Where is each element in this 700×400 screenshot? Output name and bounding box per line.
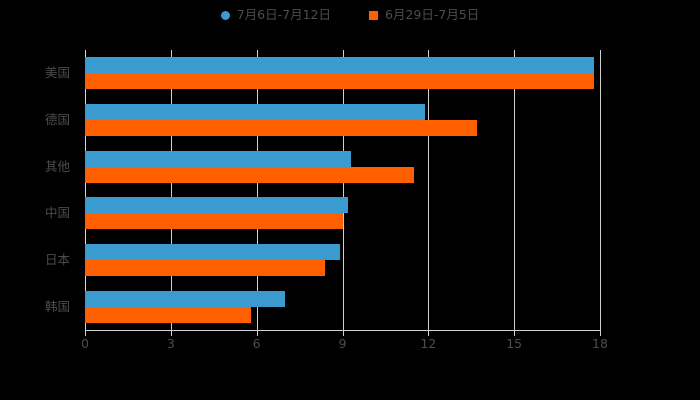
bar[interactable]: [85, 290, 286, 307]
gridline-18: [600, 50, 601, 330]
x-axis-tick: [428, 330, 430, 336]
bar-group: [85, 244, 600, 276]
bar-group: [85, 290, 600, 323]
x-axis-label: 12: [420, 336, 437, 351]
bar[interactable]: [85, 104, 426, 120]
x-axis-tick: [600, 330, 601, 336]
legend-item-series-0[interactable]: 7月6日-7月12日: [220, 6, 331, 22]
x-axis-tick: [256, 330, 258, 336]
x-axis-label: 6: [252, 336, 261, 351]
x-axis-label: 3: [166, 336, 175, 351]
gridline-9: [342, 50, 344, 330]
bar-group: [85, 150, 600, 183]
legend-label-series-0: 7月6日-7月12日: [236, 6, 331, 22]
gridline-15: [514, 50, 516, 330]
square-marker-icon: [369, 10, 378, 20]
bar[interactable]: [85, 213, 343, 230]
x-axis-tick: [342, 330, 344, 336]
bar-group: [85, 57, 600, 90]
legend-label-series-1: 6月29日-7月5日: [385, 6, 480, 22]
gridline-3: [170, 50, 172, 330]
bar[interactable]: [85, 120, 477, 136]
x-axis-tick: [85, 330, 86, 336]
bar[interactable]: [85, 260, 326, 276]
x-axis-label: 0: [81, 336, 89, 351]
bar[interactable]: [85, 150, 352, 167]
gridline-0: [85, 50, 86, 330]
bar[interactable]: [85, 244, 340, 260]
y-axis-label: 中国: [44, 205, 70, 221]
circle-marker-icon: [220, 10, 230, 20]
y-axis-label: 德国: [44, 111, 70, 127]
bar-group: [85, 104, 600, 136]
x-axis-tick: [170, 330, 172, 336]
y-axis-label: 日本: [44, 251, 70, 267]
chart-legend: 7月6日-7月12日 6月29日-7月5日: [0, 0, 700, 30]
bar-group: [85, 197, 600, 230]
gridline-12: [428, 50, 430, 330]
y-axis-label: 韩国: [44, 298, 70, 314]
plot-area: [85, 50, 601, 330]
bar[interactable]: [85, 306, 251, 323]
x-axis-label: 18: [592, 336, 608, 351]
gridline-6: [256, 50, 258, 330]
x-axis-tick: [514, 330, 516, 336]
y-axis-labels: 美国德国其他中国日本韩国: [0, 50, 78, 330]
x-axis-label: 9: [338, 336, 347, 351]
y-axis-label: 其他: [44, 158, 70, 174]
bar[interactable]: [85, 73, 595, 90]
bar[interactable]: [85, 57, 595, 74]
x-axis-label: 15: [506, 336, 523, 351]
y-axis-label: 美国: [44, 65, 70, 81]
legend-item-series-1[interactable]: 6月29日-7月5日: [369, 6, 480, 22]
bar[interactable]: [85, 166, 415, 183]
bar[interactable]: [85, 197, 349, 214]
